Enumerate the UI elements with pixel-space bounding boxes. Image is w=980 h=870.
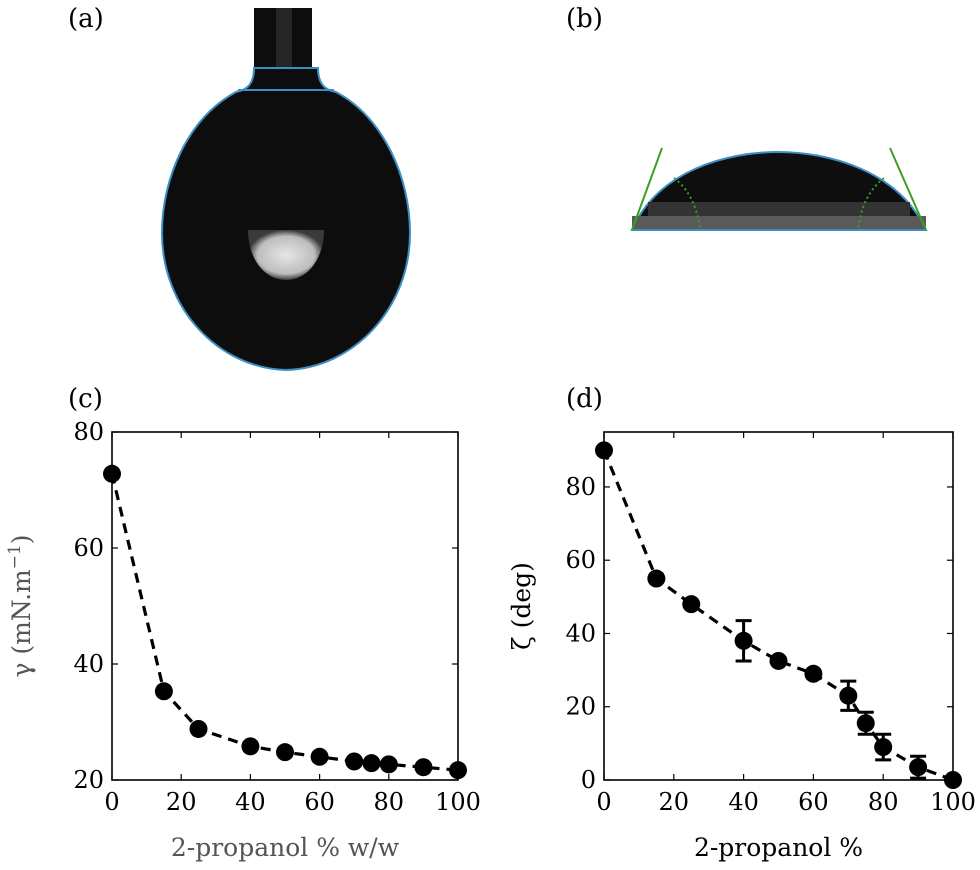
y-tick-label: 40 (73, 650, 104, 678)
x-axis-title: 2-propanol % (694, 833, 863, 862)
y-axis-title-superscript: −1 (5, 544, 25, 569)
data-point (310, 747, 329, 766)
data-point (682, 595, 701, 614)
data-point (345, 752, 364, 771)
y-tick-label: 0 (581, 766, 596, 794)
x-tick-label: 20 (166, 788, 197, 816)
x-tick-label: 0 (596, 788, 611, 816)
tangent-right-icon (889, 147, 927, 231)
x-tick-label: 100 (435, 788, 481, 816)
panel-label-d: (d) (566, 384, 603, 414)
data-point (769, 651, 788, 670)
y-axis-title: γ (mN.m−1) (5, 534, 36, 677)
x-tick-label: 100 (930, 788, 976, 816)
x-tick-label: 60 (304, 788, 335, 816)
data-point (449, 761, 467, 780)
data-point (647, 569, 666, 588)
data-point (379, 755, 398, 774)
y-tick-label: 20 (73, 766, 104, 794)
series-line (110, 473, 459, 772)
y-tick-label: 60 (565, 546, 596, 574)
y-tick-label: 60 (73, 534, 104, 562)
data-point (276, 743, 294, 762)
data-point (414, 758, 433, 777)
series-line (602, 449, 954, 782)
data-point (241, 737, 260, 756)
x-tick-label: 40 (728, 788, 759, 816)
data-point (595, 441, 613, 460)
data-point (189, 719, 208, 738)
panel-label-b: (b) (566, 4, 603, 34)
y-axis-title: ζ (deg) (507, 562, 536, 650)
y-tick-label: 80 (565, 473, 596, 501)
x-tick-label: 20 (659, 788, 690, 816)
data-point (362, 754, 381, 773)
data-point (944, 771, 962, 789)
tangent-left-icon (631, 147, 663, 231)
data-point (856, 714, 875, 733)
data-point (909, 758, 928, 777)
sessile-drop-image (630, 147, 928, 231)
y-axis-title-close: ) (7, 534, 36, 544)
data-point (839, 686, 858, 705)
data-point (874, 738, 893, 757)
panel-label-c: (c) (68, 384, 103, 414)
data-point (103, 464, 121, 483)
drop-body (160, 67, 412, 372)
y-tick-label: 20 (565, 693, 596, 721)
x-tick-label: 0 (104, 788, 119, 816)
x-tick-label: 80 (374, 788, 405, 816)
highlight (248, 230, 324, 280)
pendant-drop-image (160, 8, 412, 372)
data-point (804, 664, 823, 683)
x-axis-title: 2-propanol % w/w (171, 833, 400, 862)
x-tick-label: 40 (235, 788, 266, 816)
plot-frame (603, 431, 954, 781)
x-tick-label: 80 (868, 788, 899, 816)
y-tick-label: 80 (73, 418, 104, 446)
x-tick-label: 60 (798, 788, 829, 816)
y-tick-label: 40 (565, 619, 596, 647)
plot-frame (111, 431, 459, 781)
y-axis-title-main: γ (mN.m (7, 569, 36, 678)
data-point (734, 631, 753, 650)
panel-label-a: (a) (68, 4, 104, 34)
data-point (154, 682, 173, 701)
